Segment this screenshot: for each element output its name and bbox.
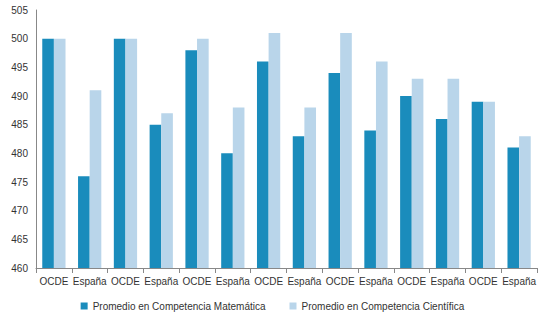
svg-text:470: 470 — [11, 205, 28, 216]
svg-text:475: 475 — [11, 177, 28, 188]
svg-text:España: España — [502, 276, 536, 287]
svg-text:España: España — [144, 276, 178, 287]
svg-text:España: España — [73, 276, 107, 287]
svg-text:OCDE: OCDE — [469, 276, 498, 287]
svg-text:465: 465 — [11, 234, 28, 245]
svg-text:Promedio en Competencia Matemá: Promedio en Competencia Matemática — [93, 301, 266, 312]
svg-text:505: 505 — [11, 5, 28, 16]
svg-text:OCDE: OCDE — [326, 276, 355, 287]
svg-text:España: España — [359, 276, 393, 287]
svg-text:OCDE: OCDE — [254, 276, 283, 287]
svg-text:500: 500 — [11, 33, 28, 44]
svg-text:OCDE: OCDE — [39, 276, 68, 287]
svg-text:Promedio en Competencia Cientí: Promedio en Competencia Científica — [302, 301, 465, 312]
svg-text:460: 460 — [11, 263, 28, 274]
svg-text:495: 495 — [11, 62, 28, 73]
svg-text:490: 490 — [11, 91, 28, 102]
svg-text:OCDE: OCDE — [397, 276, 426, 287]
svg-text:España: España — [287, 276, 321, 287]
svg-text:485: 485 — [11, 119, 28, 130]
svg-text:OCDE: OCDE — [183, 276, 212, 287]
svg-text:OCDE: OCDE — [111, 276, 140, 287]
svg-text:España: España — [431, 276, 465, 287]
svg-text:480: 480 — [11, 148, 28, 159]
svg-text:España: España — [216, 276, 250, 287]
